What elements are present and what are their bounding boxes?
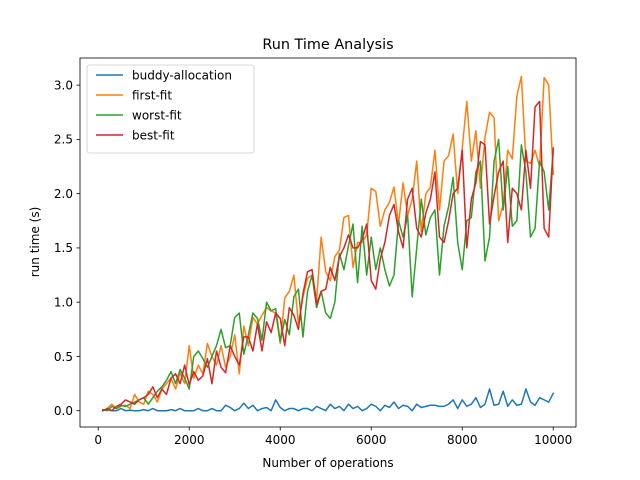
plot-frame (79, 57, 577, 428)
y-tick-label: 1.0 (54, 295, 73, 309)
chart-title: Run Time Analysis (262, 37, 393, 53)
x-tick-label: 8000 (447, 433, 478, 447)
legend-label-1: first-fit (132, 88, 172, 102)
y-tick-label: 2.5 (54, 133, 73, 147)
y-tick-label: 3.0 (54, 78, 73, 92)
y-tick-label: 0.0 (54, 404, 73, 418)
legend-label-2: worst-fit (132, 108, 182, 122)
x-tick-label: 2000 (174, 433, 205, 447)
y-tick-label: 0.5 (54, 350, 73, 364)
plot-area (79, 57, 577, 428)
legend: buddy-allocation first-fit worst-fit best-f… (86, 64, 255, 154)
x-axis-label: Number of operations (262, 456, 393, 470)
y-tick-label: 2.0 (54, 187, 73, 201)
series-line-0 (101, 388, 555, 412)
x-tick-label: 10000 (534, 433, 572, 447)
x-tick-label: 4000 (265, 433, 296, 447)
x-tick-label: 6000 (356, 433, 387, 447)
y-tick-label: 1.5 (54, 241, 73, 255)
legend-box (86, 64, 255, 154)
x-tick-label: 0 (94, 433, 102, 447)
series-line-3 (101, 100, 555, 412)
legend-label-3: best-fit (132, 128, 175, 142)
y-axis: 0.0 0.5 1.0 1.5 2.0 2.5 3.0 (54, 78, 80, 418)
x-axis: 0 2000 4000 6000 8000 10000 (94, 427, 572, 447)
legend-label-0: buddy-allocation (132, 68, 232, 82)
y-axis-label: run time (s) (28, 207, 42, 278)
